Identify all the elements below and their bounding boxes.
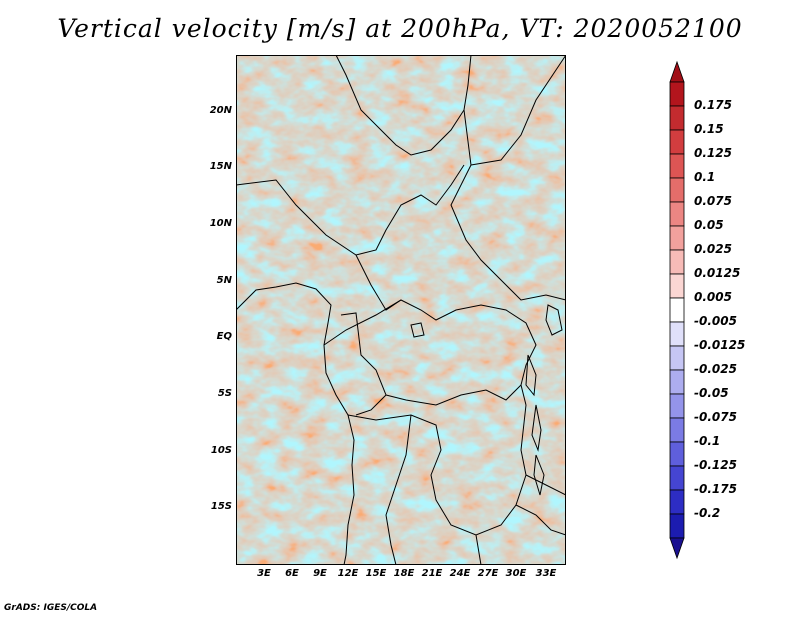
x-tick-label: 30E: [505, 568, 527, 579]
colorbar-label: 0.075: [694, 194, 732, 208]
colorbar-swatch: [669, 273, 685, 299]
colorbar-top-arrow: [669, 60, 685, 83]
colorbar-swatch: [669, 489, 685, 515]
colorbar-label: -0.175: [694, 482, 737, 496]
colorbar-label: -0.005: [694, 314, 737, 328]
colorbar-swatch: [669, 345, 685, 371]
map-frame: [236, 55, 566, 565]
colorbar-swatch: [669, 417, 685, 443]
colorbar-swatch: [669, 153, 685, 179]
colorbar-swatch: [669, 441, 685, 467]
colorbar-swatch: [669, 393, 685, 419]
colorbar-swatch: [669, 201, 685, 227]
vertical-velocity-texture: [236, 55, 566, 565]
y-tick-label: 10S: [210, 445, 232, 456]
y-tick-label: 20N: [209, 105, 232, 116]
colorbar-label: 0.175: [694, 98, 732, 112]
software-credit: GrADS: IGES/COLA: [4, 603, 98, 613]
x-tick-label: 27E: [477, 568, 499, 579]
colorbar-swatch: [669, 225, 685, 251]
chart-title: Vertical velocity [m/s] at 200hPa, VT: 2…: [57, 14, 743, 43]
y-tick-label: 5S: [217, 388, 232, 399]
y-tick-label: 10N: [209, 218, 232, 229]
colorbar-label: 0.125: [694, 146, 732, 160]
colorbar-swatch: [669, 129, 685, 155]
colorbar-label: 0.025: [694, 242, 732, 256]
y-tick-label: EQ: [216, 331, 232, 342]
colorbar-swatch: [669, 249, 685, 275]
colorbar-label: -0.0125: [694, 338, 746, 352]
colorbar-swatch: [669, 369, 685, 395]
x-tick-label: 18E: [393, 568, 415, 579]
colorbar-swatch: [669, 81, 685, 107]
y-tick-label: 5N: [216, 275, 232, 286]
colorbar: [669, 60, 685, 560]
x-tick-label: 15E: [365, 568, 387, 579]
map-panel: [236, 55, 566, 565]
colorbar-label: 0.0125: [694, 266, 741, 280]
colorbar-swatch: [669, 105, 685, 131]
colorbar-swatch: [669, 297, 685, 323]
x-tick-label: 12E: [337, 568, 359, 579]
colorbar-label: 0.1: [694, 170, 716, 184]
colorbar-label: 0.005: [694, 290, 732, 304]
x-tick-label: 33E: [535, 568, 557, 579]
colorbar-label: 0.05: [694, 218, 724, 232]
colorbar-swatch: [669, 177, 685, 203]
colorbar-label: -0.125: [694, 458, 737, 472]
x-tick-label: 24E: [449, 568, 471, 579]
colorbar-label: -0.1: [694, 434, 721, 448]
colorbar-label: -0.075: [694, 410, 737, 424]
y-tick-label: 15N: [209, 161, 232, 172]
x-tick-label: 9E: [313, 568, 327, 579]
coastlines-and-borders: [236, 55, 566, 565]
x-tick-label: 6E: [285, 568, 299, 579]
x-tick-label: 3E: [257, 568, 271, 579]
colorbar-swatch: [669, 321, 685, 347]
colorbar-label: -0.2: [694, 506, 721, 520]
x-tick-label: 21E: [421, 568, 443, 579]
colorbar-label: -0.025: [694, 362, 737, 376]
colorbar-label: 0.15: [694, 122, 724, 136]
colorbar-swatch: [669, 513, 685, 539]
colorbar-bottom-arrow: [669, 537, 685, 560]
y-tick-label: 15S: [210, 501, 232, 512]
colorbar-label: -0.05: [694, 386, 729, 400]
colorbar-swatch: [669, 465, 685, 491]
